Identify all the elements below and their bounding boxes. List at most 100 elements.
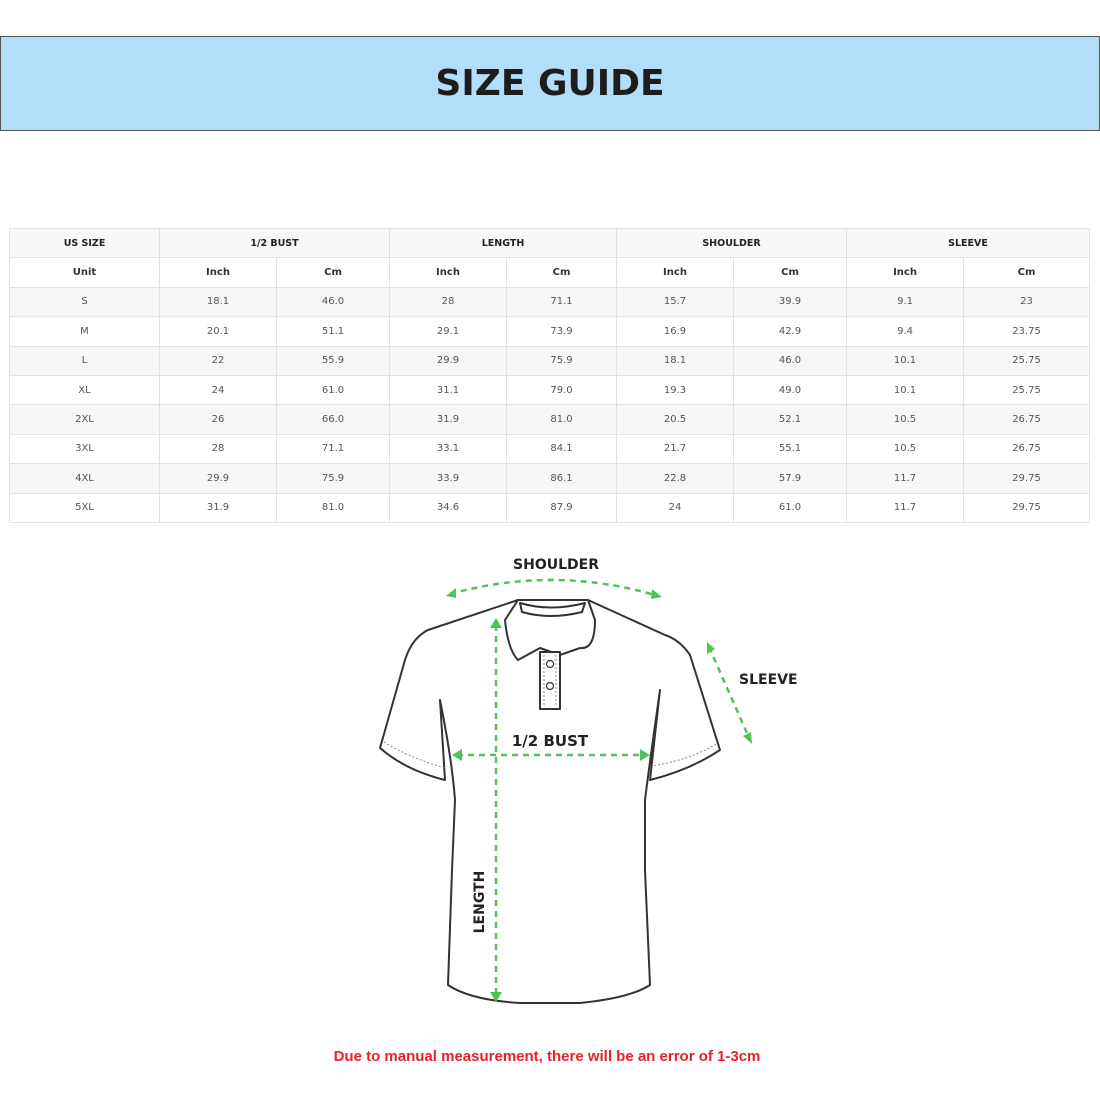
value-cell: 10.1 bbox=[846, 374, 965, 406]
value-cell: Cm bbox=[276, 257, 390, 288]
value-cell: 49.0 bbox=[732, 374, 848, 406]
table-row: M 20.1 51.1 29.1 73.9 16.9 42.9 9.4 23.75 bbox=[9, 316, 1091, 347]
value-cell: 55.1 bbox=[732, 433, 848, 465]
value-cell: Cm bbox=[506, 257, 617, 288]
value-cell: Inch bbox=[389, 257, 507, 288]
value-cell: 33.9 bbox=[389, 463, 507, 494]
value-cell: 19.3 bbox=[616, 374, 734, 406]
size-cell: 5XL bbox=[9, 492, 160, 523]
value-cell: 24 bbox=[616, 492, 734, 523]
measurement-note: Due to manual measurement, there will be… bbox=[333, 1048, 761, 1065]
value-cell: 31.1 bbox=[389, 374, 507, 406]
size-cell: XL bbox=[9, 374, 160, 406]
header-us-size: US SIZE bbox=[9, 227, 160, 259]
table-row: 2XL 26 66.0 31.9 81.0 20.5 52.1 10.5 26.75 bbox=[9, 404, 1091, 435]
value-cell: 84.1 bbox=[506, 433, 617, 465]
value-cell: 23 bbox=[963, 286, 1091, 318]
header-sleeve: SLEEVE bbox=[846, 227, 1091, 259]
value-cell: 11.7 bbox=[846, 463, 965, 494]
value-cell: 21.7 bbox=[616, 433, 734, 465]
value-cell: 66.0 bbox=[276, 404, 390, 435]
header-shoulder: SHOULDER bbox=[615, 227, 848, 259]
value-cell: 18.1 bbox=[616, 345, 734, 376]
table-row: XL 24 61.0 31.1 79.0 19.3 49.0 10.1 25.75 bbox=[9, 374, 1091, 406]
sleeve-label: SLEEVE bbox=[739, 672, 798, 688]
value-cell: 29.75 bbox=[963, 492, 1091, 523]
value-cell: 39.9 bbox=[732, 286, 848, 318]
value-cell: 23.75 bbox=[963, 316, 1091, 347]
shoulder-label: SHOULDER bbox=[513, 557, 599, 573]
value-cell: 22.8 bbox=[616, 463, 734, 494]
unit-row: Unit Inch Cm Inch Cm Inch Cm Inch Cm bbox=[9, 257, 1091, 288]
value-cell: 10.1 bbox=[846, 345, 965, 376]
value-cell: 29.1 bbox=[389, 316, 507, 347]
table-row: 3XL 28 71.1 33.1 84.1 21.7 55.1 10.5 26.75 bbox=[9, 433, 1091, 465]
value-cell: 29.9 bbox=[159, 463, 277, 494]
value-cell: 61.0 bbox=[732, 492, 848, 523]
value-cell: 87.9 bbox=[506, 492, 617, 523]
value-cell: 22 bbox=[159, 345, 277, 376]
header-bust: 1/2 BUST bbox=[159, 227, 390, 259]
value-cell: Cm bbox=[732, 257, 848, 288]
bust-label: 1/2 BUST bbox=[512, 732, 589, 750]
value-cell: 61.0 bbox=[276, 374, 390, 406]
value-cell: 75.9 bbox=[276, 463, 390, 494]
value-cell: 33.1 bbox=[389, 433, 507, 465]
value-cell: 18.1 bbox=[159, 286, 277, 318]
value-cell: 57.9 bbox=[732, 463, 848, 494]
table-row: 5XL 31.9 81.0 34.6 87.9 24 61.0 11.7 29.75 bbox=[9, 492, 1091, 523]
value-cell: 79.0 bbox=[506, 374, 617, 406]
value-cell: Inch bbox=[616, 257, 734, 288]
size-cell: M bbox=[9, 316, 160, 347]
size-cell: S bbox=[9, 286, 160, 318]
polo-shirt-outline bbox=[379, 599, 721, 1004]
value-cell: 46.0 bbox=[276, 286, 390, 318]
value-cell: 26.75 bbox=[963, 404, 1091, 435]
size-cell: L bbox=[9, 345, 160, 376]
arrow-heads bbox=[446, 588, 752, 1002]
value-cell: 29.9 bbox=[389, 345, 507, 376]
table-row: L 22 55.9 29.9 75.9 18.1 46.0 10.1 25.75 bbox=[9, 345, 1091, 376]
size-table: US SIZE 1/2 BUST LENGTH SHOULDER SLEEVE … bbox=[9, 227, 1091, 523]
value-cell: 31.9 bbox=[389, 404, 507, 435]
value-cell: 20.1 bbox=[159, 316, 277, 347]
value-cell: 29.75 bbox=[963, 463, 1091, 494]
size-cell: Unit bbox=[9, 257, 160, 288]
value-cell: 55.9 bbox=[276, 345, 390, 376]
value-cell: 71.1 bbox=[506, 286, 617, 318]
value-cell: Inch bbox=[159, 257, 277, 288]
value-cell: 26 bbox=[159, 404, 277, 435]
length-label: LENGTH bbox=[472, 871, 488, 934]
value-cell: 86.1 bbox=[506, 463, 617, 494]
size-cell: 2XL bbox=[9, 404, 160, 435]
measurement-arrows bbox=[449, 578, 752, 997]
value-cell: 11.7 bbox=[846, 492, 965, 523]
value-cell: 52.1 bbox=[732, 404, 848, 435]
value-cell: 16.9 bbox=[616, 316, 734, 347]
value-cell: 81.0 bbox=[506, 404, 617, 435]
table-row: S 18.1 46.0 28 71.1 15.7 39.9 9.1 23 bbox=[9, 286, 1091, 318]
shirt-diagram: SHOULDER SLEEVE 1/2 BUST LENGTH bbox=[379, 557, 798, 1004]
value-cell: 51.1 bbox=[276, 316, 390, 347]
group-header-row: US SIZE 1/2 BUST LENGTH SHOULDER SLEEVE bbox=[9, 227, 1091, 259]
value-cell: 73.9 bbox=[506, 316, 617, 347]
value-cell: 42.9 bbox=[732, 316, 848, 347]
value-cell: 28 bbox=[389, 286, 507, 318]
value-cell: 26.75 bbox=[963, 433, 1091, 465]
value-cell: 10.5 bbox=[846, 433, 965, 465]
value-cell: 25.75 bbox=[963, 374, 1091, 406]
value-cell: 9.1 bbox=[846, 286, 965, 318]
size-cell: 4XL bbox=[9, 463, 160, 494]
value-cell: 34.6 bbox=[389, 492, 507, 523]
value-cell: 28 bbox=[159, 433, 277, 465]
value-cell: Cm bbox=[963, 257, 1091, 288]
value-cell: 71.1 bbox=[276, 433, 390, 465]
table-row: 4XL 29.9 75.9 33.9 86.1 22.8 57.9 11.7 29.75 bbox=[9, 463, 1091, 494]
title-banner: SIZE GUIDE bbox=[0, 36, 1100, 131]
value-cell: 20.5 bbox=[616, 404, 734, 435]
value-cell: 31.9 bbox=[159, 492, 277, 523]
value-cell: Inch bbox=[846, 257, 965, 288]
value-cell: 15.7 bbox=[616, 286, 734, 318]
value-cell: 81.0 bbox=[276, 492, 390, 523]
page-title: SIZE GUIDE bbox=[435, 63, 665, 104]
